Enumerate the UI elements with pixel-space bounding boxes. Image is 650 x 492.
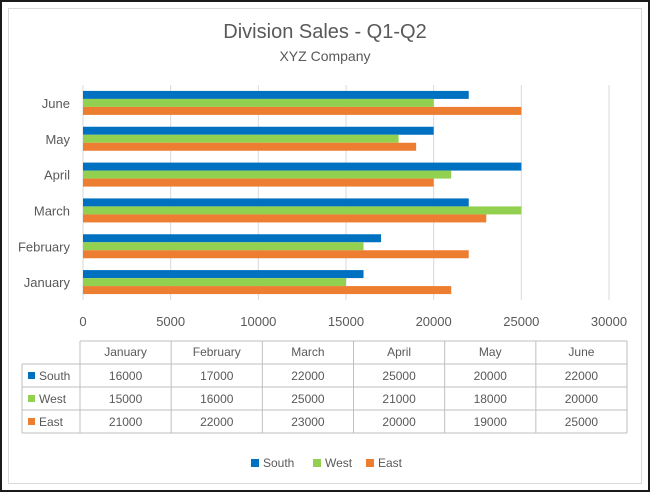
- table-legend-key: [28, 395, 35, 402]
- table-cell: 22000: [200, 415, 234, 429]
- table-cell: 23000: [291, 415, 325, 429]
- x-tick-label: 25000: [503, 314, 539, 329]
- legend-key-west: [313, 459, 321, 467]
- x-tick-labels: 0 5000 10000 15000 20000 25000 30000: [79, 314, 627, 329]
- table-cell: 21000: [109, 415, 143, 429]
- bar-east: [83, 214, 487, 223]
- table-cell: 19000: [474, 415, 508, 429]
- data-table: January February March April May June South 160…: [21, 340, 628, 434]
- table-cell: 16000: [109, 369, 143, 383]
- legend-label: East: [378, 456, 403, 470]
- table-header-cell: February: [193, 345, 241, 359]
- legend-key-south: [251, 459, 259, 467]
- legend-label: South: [263, 456, 294, 470]
- bars: [83, 90, 522, 295]
- table-cell: 16000: [200, 392, 234, 406]
- table-header-cell: March: [291, 345, 324, 359]
- table-cell: 25000: [565, 415, 599, 429]
- category-label: April: [44, 168, 70, 183]
- table-header-cell: June: [568, 345, 594, 359]
- bar-east: [83, 106, 522, 115]
- table-cell: 25000: [291, 392, 325, 406]
- table-cell: 17000: [200, 369, 234, 383]
- table-cell: 22000: [291, 369, 325, 383]
- x-tick-label: 5000: [156, 314, 185, 329]
- category-labels: January February March April May June: [18, 96, 71, 290]
- table-header-cell: January: [104, 345, 147, 359]
- bar-west: [83, 278, 346, 287]
- category-label: March: [34, 203, 70, 218]
- bar-west: [83, 170, 452, 179]
- gridlines: [82, 85, 610, 300]
- bar-south: [83, 270, 364, 279]
- bar-east: [83, 142, 417, 151]
- table-cell: 21000: [382, 392, 416, 406]
- table-cell: 25000: [382, 369, 416, 383]
- table-cell: 22000: [565, 369, 599, 383]
- category-label: January: [24, 275, 71, 290]
- table-cell: 20000: [474, 369, 508, 383]
- table-row-label: East: [39, 415, 64, 429]
- bar-east: [83, 250, 469, 259]
- legend: South West East: [251, 456, 403, 470]
- table-cell: 20000: [382, 415, 416, 429]
- bar-south: [83, 198, 469, 207]
- bar-west: [83, 134, 399, 143]
- bar-south: [83, 162, 522, 171]
- bar-south: [83, 126, 434, 135]
- table-legend-key: [28, 372, 35, 379]
- x-tick-label: 30000: [591, 314, 627, 329]
- table-row-label: South: [39, 369, 70, 383]
- bar-east: [83, 178, 434, 187]
- x-tick-label: 0: [79, 314, 86, 329]
- legend-key-east: [366, 459, 374, 467]
- x-tick-label: 10000: [240, 314, 276, 329]
- chart-area: [8, 8, 642, 484]
- table-row-label: West: [39, 392, 67, 406]
- bar-south: [83, 234, 382, 243]
- bar-west: [83, 98, 434, 107]
- x-tick-label: 20000: [416, 314, 452, 329]
- table-cell: 18000: [474, 392, 508, 406]
- chart-subtitle: XYZ Company: [279, 48, 370, 64]
- bar-east: [83, 286, 452, 295]
- bar-west: [83, 242, 364, 251]
- bar-south: [83, 90, 469, 99]
- x-tick-label: 15000: [328, 314, 364, 329]
- table-header-cell: May: [479, 345, 502, 359]
- category-label: June: [42, 96, 70, 111]
- table-cell: 15000: [109, 392, 143, 406]
- table-header-cell: April: [387, 345, 411, 359]
- table-cell: 20000: [565, 392, 599, 406]
- chart-title: Division Sales - Q1-Q2: [223, 21, 426, 43]
- category-label: May: [45, 132, 70, 147]
- category-label: February: [18, 239, 71, 254]
- table-legend-key: [28, 418, 35, 425]
- legend-label: West: [325, 456, 353, 470]
- bar-west: [83, 206, 522, 215]
